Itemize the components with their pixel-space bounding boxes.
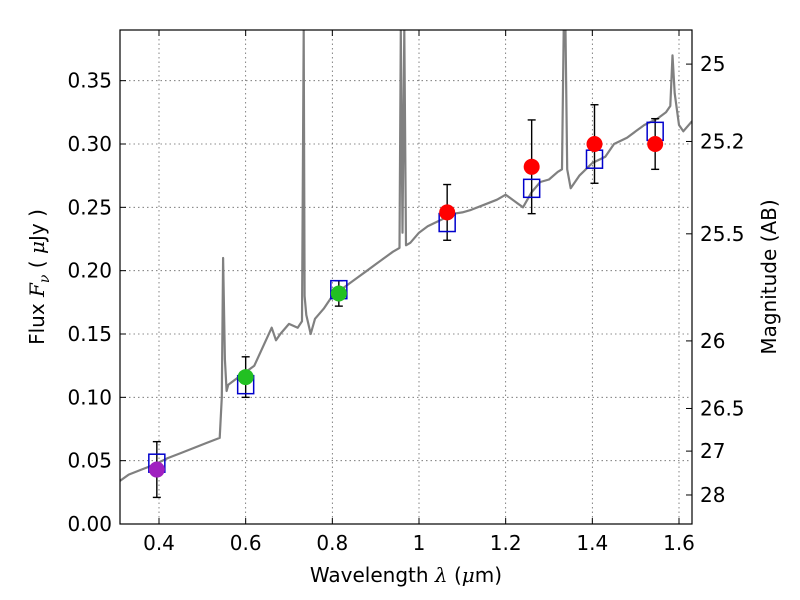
observed-point: [439, 204, 456, 221]
observed-point: [237, 369, 254, 386]
y2-tick-label: 28: [700, 483, 725, 507]
y-axis-label: Flux Fν ( μJy ): [25, 209, 53, 345]
y2-tick-label: 26.5: [700, 396, 745, 420]
y2-tick-label: 25.5: [700, 222, 745, 246]
x-tick-label: 1: [413, 531, 426, 555]
y-tick-label: 0.00: [67, 512, 112, 536]
y-tick-label: 0.35: [67, 69, 112, 93]
y-tick-label: 0.20: [67, 259, 112, 283]
y-tick-label: 0.05: [67, 449, 112, 473]
observed-point: [523, 158, 540, 175]
observed-points-layer: [148, 136, 664, 478]
x-tick-label: 0.4: [143, 531, 175, 555]
y-tick-label: 0.10: [67, 385, 112, 409]
x-axis-label: Wavelength λ (μm): [310, 563, 502, 587]
plot-frame: [119, 29, 693, 525]
x-tick-label: 1.6: [663, 531, 695, 555]
y-tick-label: 0.30: [67, 132, 112, 156]
observed-point: [148, 461, 165, 478]
y2-axis-label: Magnitude (AB): [757, 199, 781, 354]
spectrum-layer: [120, 30, 692, 482]
y2-tick-label: 25.2: [700, 129, 745, 153]
y2-tick-label: 26: [700, 329, 725, 353]
spectrum-line: [120, 30, 692, 482]
x-tick-label: 1.2: [490, 531, 522, 555]
observed-point: [586, 136, 603, 152]
y2-tick-label: 27: [700, 439, 725, 463]
x-tick-label: 0.6: [230, 531, 262, 555]
grid-layer: [120, 30, 692, 525]
model-point: [522, 178, 541, 199]
y-tick-label: 0.25: [67, 195, 112, 219]
x-tick-label: 0.8: [316, 531, 348, 555]
y2-tick-label: 25: [700, 52, 725, 76]
observed-point: [647, 136, 664, 152]
y-tick-label: 0.15: [67, 322, 112, 346]
observed-point: [330, 285, 347, 302]
x-tick-label: 1.4: [576, 531, 608, 555]
tick-layer: 0.4 0.6 0.8 1 1.2 1.4 1.6 0.00 0.05 0.10 0.15 0.20 0…: [67, 30, 745, 555]
